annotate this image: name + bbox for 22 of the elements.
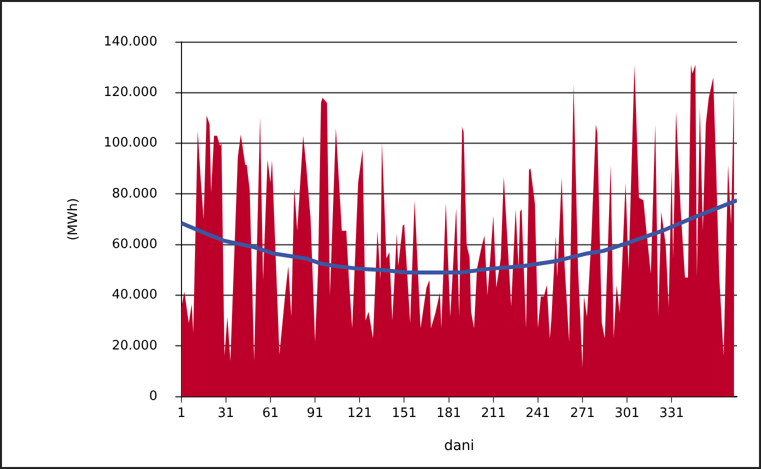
y-tick-label: 100.000 — [104, 136, 158, 151]
y-tick-label: 0 — [149, 388, 158, 404]
x-tick-label: 211 — [480, 406, 506, 421]
y-tick-label: 60.000 — [112, 237, 158, 252]
y-tick-label: 20.000 — [112, 338, 158, 354]
x-tick-label: 181 — [436, 406, 462, 421]
x-tick-label: 91 — [306, 406, 324, 421]
y-tick-label: 140.000 — [104, 34, 158, 50]
x-tick-label: 331 — [659, 406, 684, 421]
y-axis-title: (MWh) — [66, 198, 82, 241]
x-tick-label: 151 — [392, 406, 417, 421]
x-tick-label: 241 — [526, 406, 550, 421]
x-tick-label: 271 — [570, 406, 595, 421]
x-tick-label: 121 — [347, 406, 372, 421]
x-tick-label: 61 — [262, 406, 279, 421]
y-tick-label: 120.000 — [104, 85, 158, 100]
x-axis-title: dani — [444, 438, 474, 454]
x-tick-label: 301 — [614, 406, 640, 421]
y-tick-label: 40.000 — [112, 288, 158, 303]
x-tick-label: 31 — [218, 406, 234, 421]
y-tick-label: 80.000 — [112, 186, 158, 202]
x-tick-label: 1 — [177, 406, 186, 421]
